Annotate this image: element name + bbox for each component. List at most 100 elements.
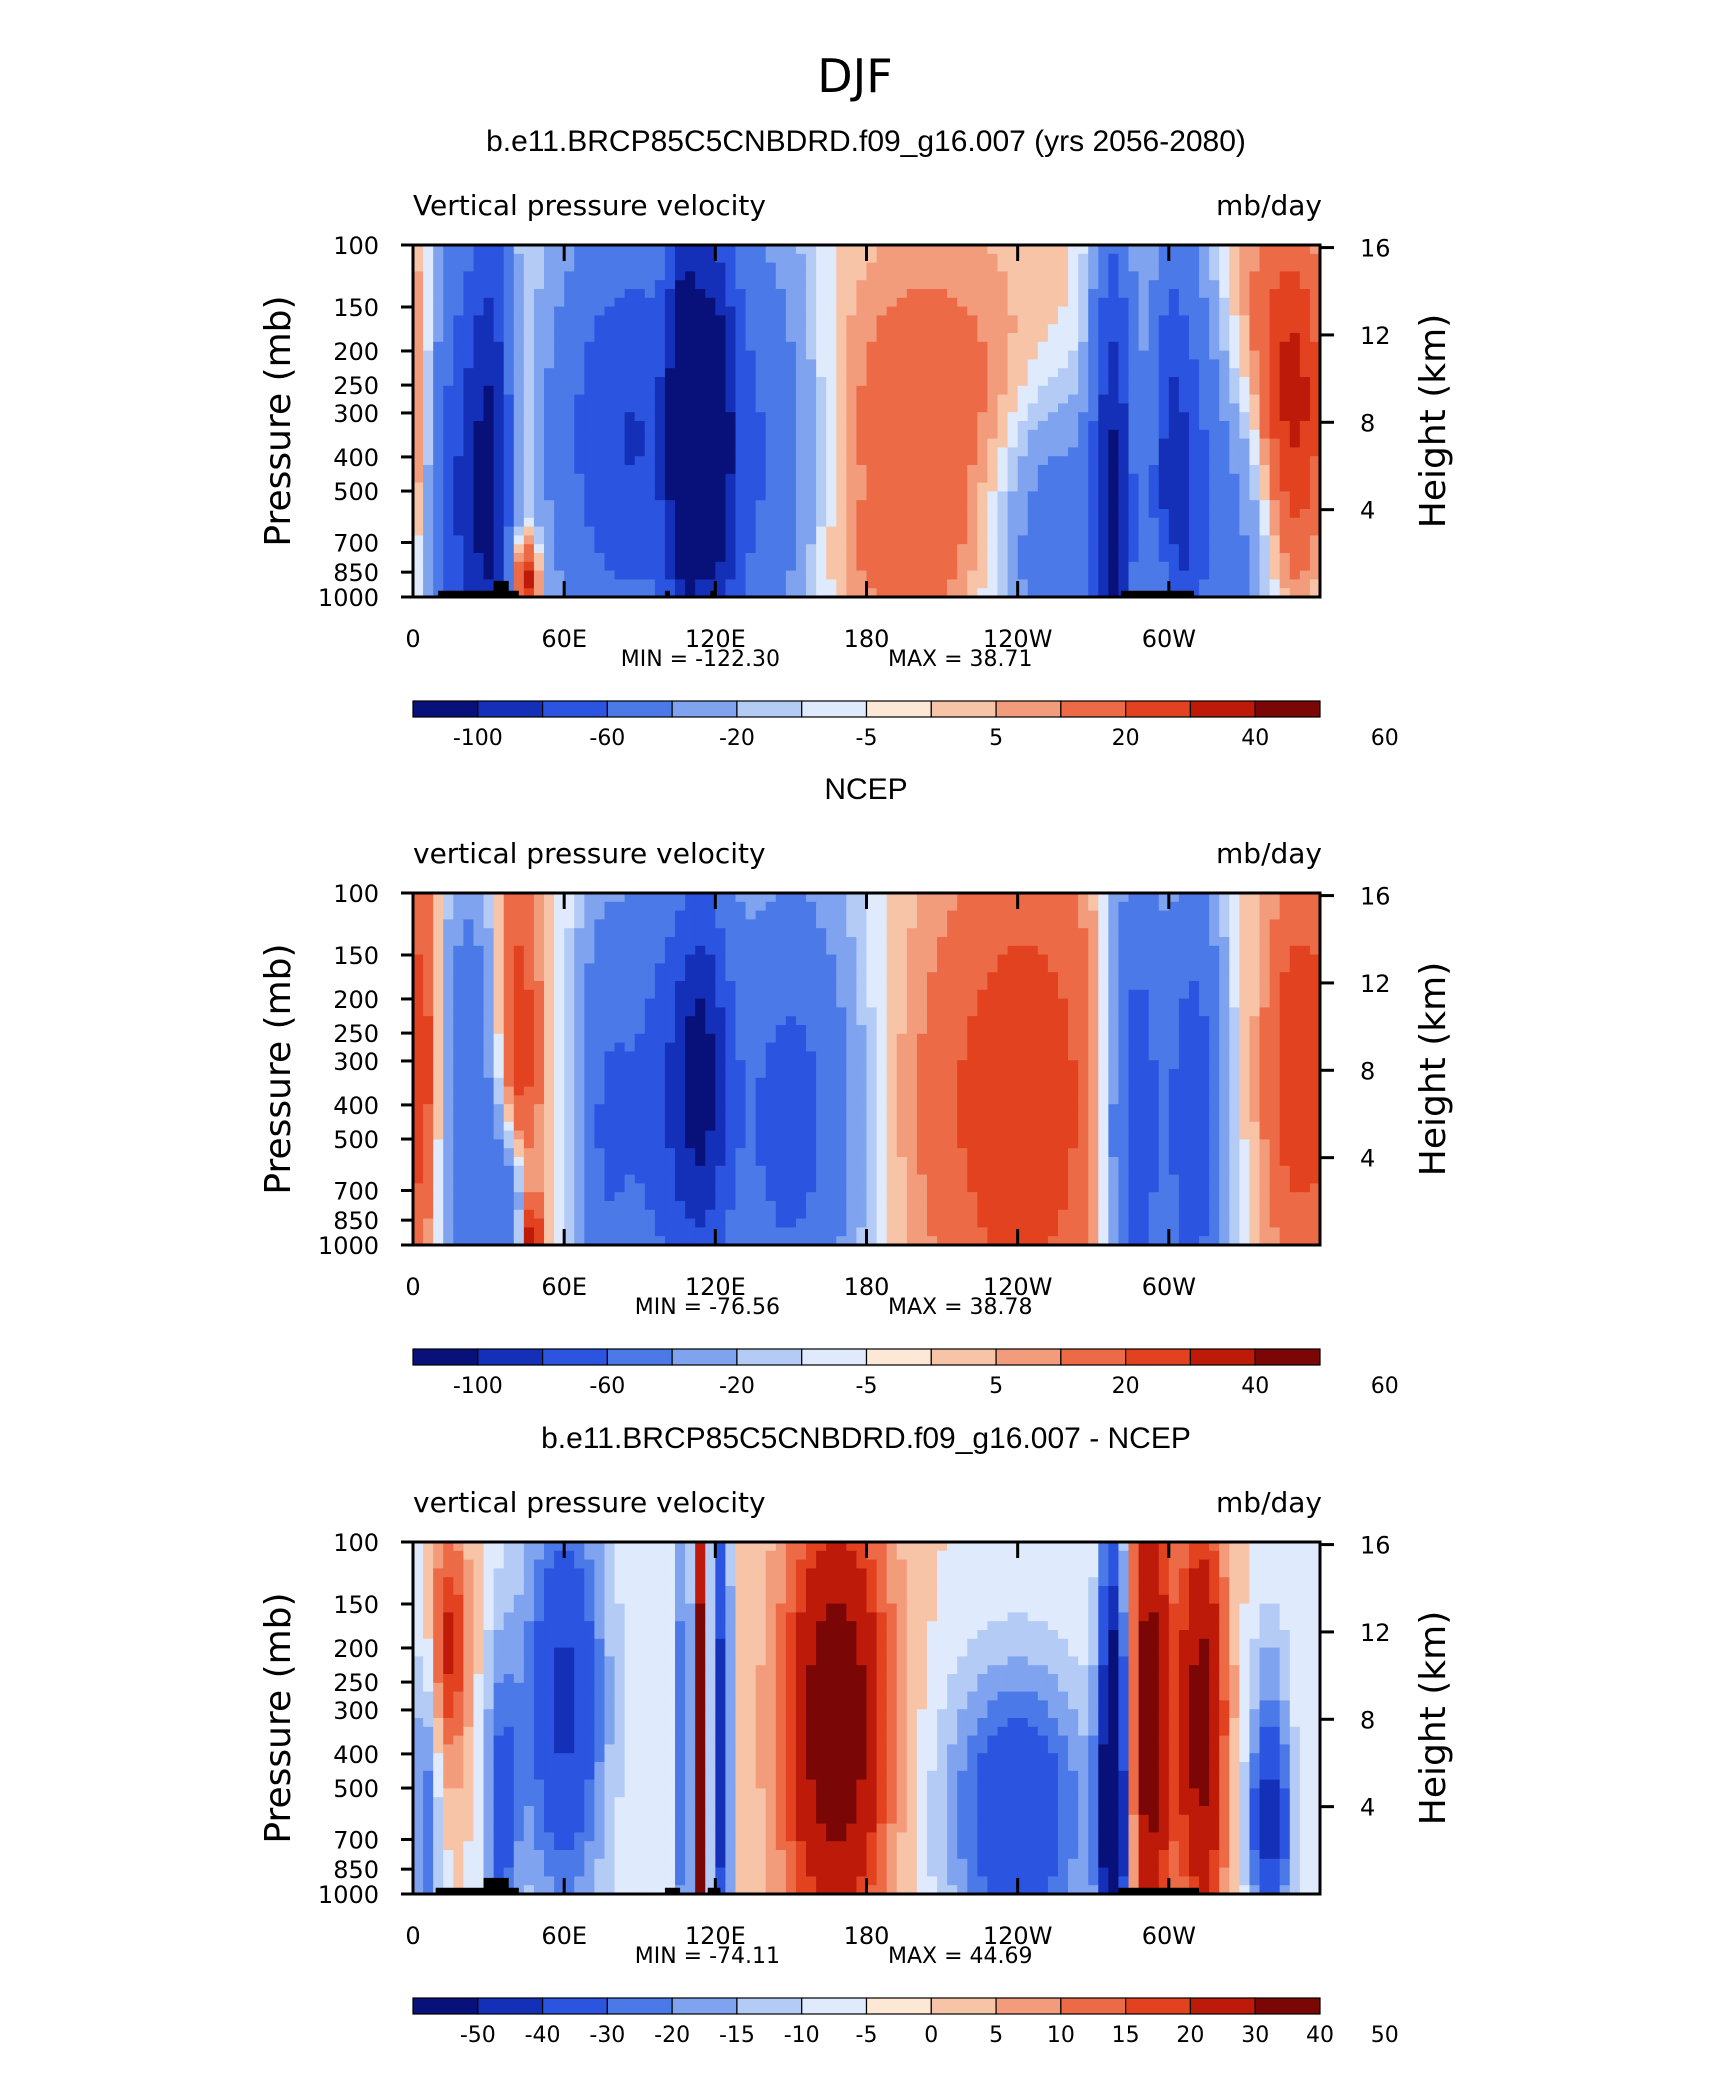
heatmap-cell [664, 482, 676, 492]
heatmap-cell [826, 456, 837, 466]
heatmap-cell [765, 910, 777, 920]
heatmap-cell [1239, 1007, 1251, 1017]
heatmap-cell [937, 421, 948, 431]
heatmap-cell [433, 333, 444, 343]
heatmap-cell [574, 1016, 585, 1026]
heatmap-cell [1007, 570, 1019, 580]
heatmap-cell [1148, 910, 1160, 920]
heatmap-cell [564, 403, 575, 413]
heatmap-cell [423, 253, 434, 264]
heatmap-cell [1269, 972, 1281, 982]
heatmap-cell [1138, 315, 1150, 325]
heatmap-cell [493, 561, 505, 572]
heatmap-cell [1037, 341, 1049, 352]
heatmap-cell [604, 447, 616, 457]
heatmap-cell [433, 491, 444, 501]
heatmap-cell [1027, 350, 1039, 360]
heatmap-cell [1118, 359, 1130, 369]
heatmap-cell [957, 438, 968, 448]
heatmap-cell [594, 579, 606, 589]
heatmap-field [413, 893, 1321, 1246]
heatmap-cell [1249, 945, 1261, 956]
heatmap-cell [1239, 535, 1251, 545]
heatmap-cell [604, 893, 616, 903]
heatmap-cell [1168, 535, 1180, 545]
heatmap-cell [806, 945, 817, 956]
heatmap-cell [1158, 981, 1170, 991]
heatmap-cell [987, 253, 999, 264]
heatmap-cell [886, 253, 898, 264]
heatmap-cell [1209, 289, 1220, 299]
heatmap-cell [594, 333, 606, 343]
heatmap-cell [1279, 271, 1291, 281]
heatmap-cell [1118, 910, 1130, 920]
heatmap-cell [513, 1016, 525, 1026]
right-label: mb/day [1216, 189, 1322, 222]
heatmap-cell [1098, 561, 1109, 572]
heatmap-cell [906, 482, 918, 492]
heatmap-cell [987, 368, 999, 378]
heatmap-cell [1098, 465, 1109, 475]
heatmap-cell [1249, 998, 1261, 1008]
heatmap-cell [483, 456, 495, 466]
heatmap-cell [433, 901, 444, 912]
heatmap-cell [685, 998, 696, 1008]
heatmap-cell [1178, 394, 1190, 404]
heatmap-cell [685, 368, 696, 378]
heatmap-cell [1188, 385, 1200, 396]
heatmap-cell [574, 447, 585, 457]
heatmap-cell [806, 893, 817, 903]
heatmap-cell [1178, 981, 1190, 991]
heatmap-cell [584, 919, 595, 929]
heatmap-cell [735, 377, 747, 387]
heatmap-cell [1299, 928, 1311, 938]
heatmap-cell [554, 928, 565, 938]
heatmap-cell [1279, 893, 1291, 903]
heatmap-cell [1279, 981, 1291, 991]
heatmap-cell [735, 280, 747, 290]
heatmap-cell [765, 447, 777, 457]
heatmap-cell [513, 570, 525, 580]
heatmap-cell [695, 333, 706, 343]
heatmap-cell [1057, 262, 1069, 272]
heatmap-cell [634, 491, 646, 501]
heatmap-cell [423, 350, 434, 360]
heatmap-cell [1128, 297, 1140, 308]
heatmap-cell [957, 377, 968, 387]
heatmap-cell [947, 456, 958, 466]
heatmap-cell [523, 963, 535, 973]
heatmap-cell [644, 465, 656, 475]
heatmap-cell [513, 359, 525, 369]
heatmap-cell [896, 368, 908, 378]
heatmap-cell [1269, 333, 1281, 343]
heatmap-cell [664, 412, 676, 422]
heatmap-cell [967, 333, 978, 343]
heatmap-cell [594, 289, 606, 299]
heatmap-cell [675, 350, 686, 360]
heatmap-cell [624, 954, 636, 964]
heatmap-cell [503, 1007, 515, 1017]
heatmap-cell [725, 465, 737, 475]
heatmap-cell [1057, 561, 1069, 572]
heatmap-cell [1118, 579, 1130, 589]
heatmap-cell [1027, 517, 1039, 528]
heatmap-cell [574, 394, 585, 404]
heatmap-cell [584, 315, 595, 325]
heatmap-cell [826, 403, 837, 413]
heatmap-cell [866, 945, 878, 956]
heatmap-cell [473, 963, 485, 973]
heatmap-cell [1108, 570, 1120, 580]
heatmap-cell [896, 517, 908, 528]
heatmap-cell [453, 945, 464, 956]
heatmap-cell [816, 368, 827, 378]
heatmap-cell [816, 465, 827, 475]
heatmap-cell [584, 297, 595, 308]
heatmap-cell [1057, 919, 1069, 929]
heatmap-cell [997, 438, 1009, 448]
heatmap-cell [926, 421, 938, 431]
heatmap-cell [644, 989, 656, 1000]
heatmap-cell [664, 526, 676, 536]
heatmap-cell [1078, 1007, 1089, 1017]
heatmap-cell [1188, 544, 1200, 554]
heatmap-cell [433, 945, 444, 956]
